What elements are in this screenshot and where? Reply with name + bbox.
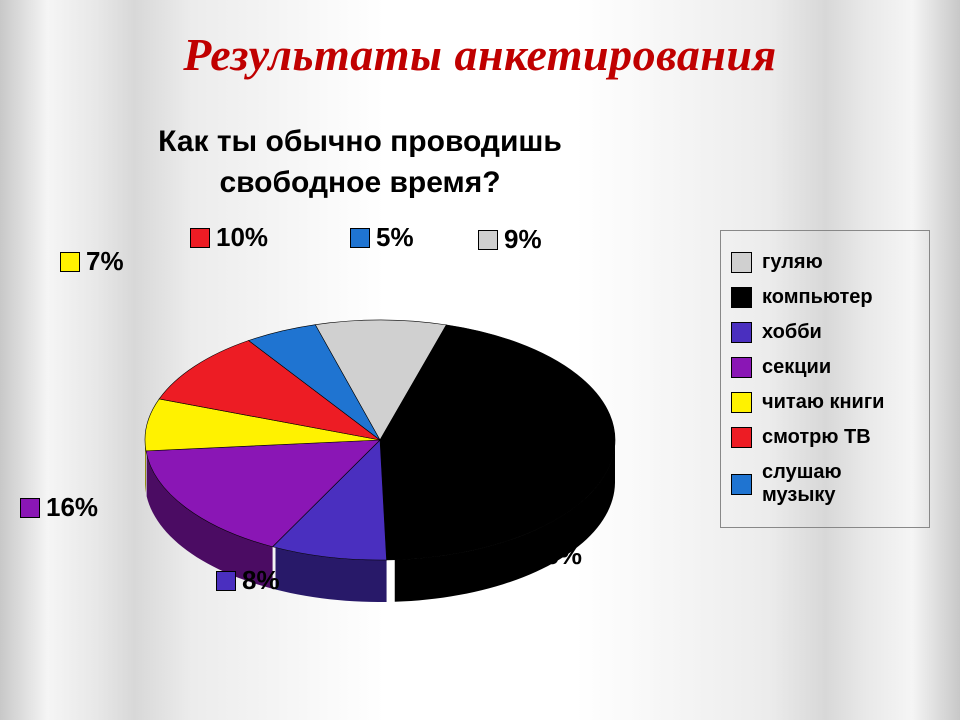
slice-label-music: 5% — [350, 222, 414, 253]
slice-value-walk: 9% — [504, 224, 542, 254]
legend-label-sections: секции — [762, 356, 831, 379]
legend-label-music: слушаю музыку — [762, 461, 919, 507]
slice-value-sections: 16% — [46, 492, 98, 522]
legend-swatch-sections — [731, 357, 752, 378]
subtitle-line2: свободное время? — [219, 166, 500, 199]
subtitle-line1: Как ты обычно проводишь — [158, 125, 562, 158]
slice-marker-walk — [478, 230, 498, 250]
slice-label-sections: 16% — [20, 492, 98, 523]
legend-item-walk: гуляю — [731, 251, 919, 274]
legend-item-sections: секции — [731, 356, 919, 379]
page-title: Результаты анкетирования — [0, 28, 960, 81]
legend-label-hobby: хобби — [762, 321, 822, 344]
slice-marker-tv — [190, 228, 210, 248]
slice-label-walk: 9% — [478, 224, 542, 255]
legend-label-books: читаю книги — [762, 391, 884, 414]
legend-item-tv: смотрю ТВ — [731, 426, 919, 449]
legend-swatch-music — [731, 474, 752, 495]
slice-label-tv: 10% — [190, 222, 268, 253]
slice-marker-books — [60, 252, 80, 272]
legend-item-computer: компьютер — [731, 286, 919, 309]
slice-value-computer: 45% — [530, 540, 582, 570]
legend-label-tv: смотрю ТВ — [762, 426, 871, 449]
legend-label-walk: гуляю — [762, 251, 823, 274]
legend-swatch-computer — [731, 287, 752, 308]
slice-value-music: 5% — [376, 222, 414, 252]
legend-swatch-hobby — [731, 322, 752, 343]
slice-marker-hobby — [216, 571, 236, 591]
legend-item-books: читаю книги — [731, 391, 919, 414]
slice-label-computer: 45% — [530, 540, 582, 571]
pie-chart-svg — [60, 230, 700, 670]
legend-swatch-books — [731, 392, 752, 413]
slice-value-tv: 10% — [216, 222, 268, 252]
chart-legend: гуляю компьютер хобби секции читаю книги смот… — [720, 230, 930, 528]
legend-swatch-tv — [731, 427, 752, 448]
slice-value-books: 7% — [86, 246, 124, 276]
slice-marker-music — [350, 228, 370, 248]
chart-subtitle: Как ты обычно проводишь свободное время? — [0, 122, 720, 203]
pie-chart: 9%45%8%16%7%10%5% — [60, 230, 700, 670]
slice-label-books: 7% — [60, 246, 124, 277]
slice-value-hobby: 8% — [242, 565, 280, 595]
slice-label-hobby: 8% — [216, 565, 280, 596]
slice-marker-sections — [20, 498, 40, 518]
legend-swatch-walk — [731, 252, 752, 273]
legend-item-hobby: хобби — [731, 321, 919, 344]
legend-item-music: слушаю музыку — [731, 461, 919, 507]
legend-label-computer: компьютер — [762, 286, 873, 309]
